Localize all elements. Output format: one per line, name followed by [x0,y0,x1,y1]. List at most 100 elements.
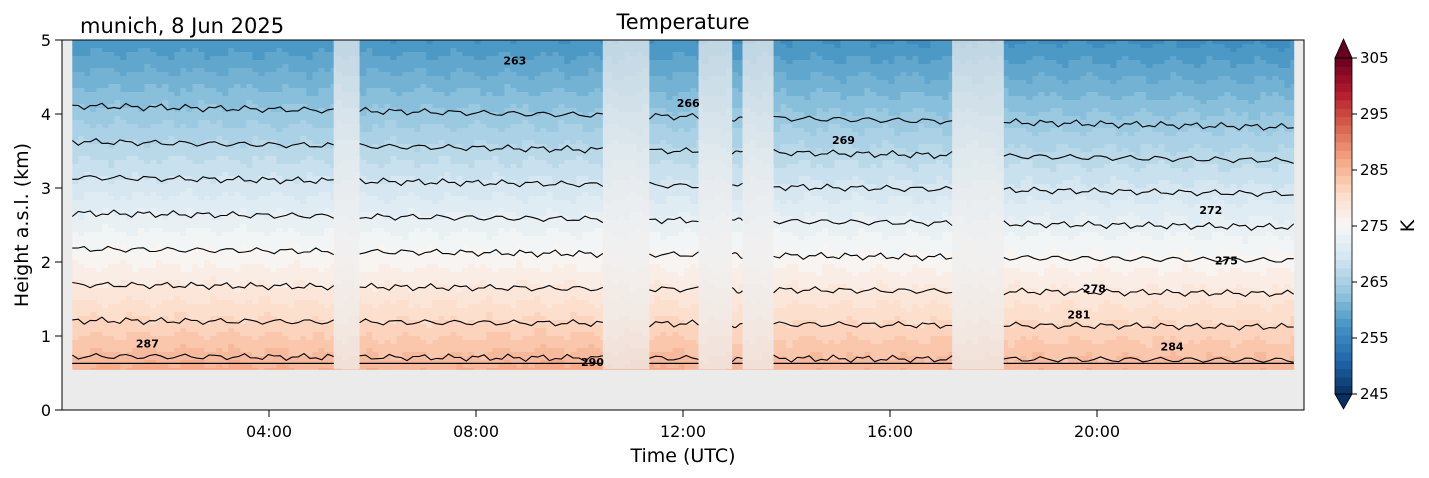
heat-cell [222,68,229,73]
heat-cell [90,64,97,69]
heat-cell [72,44,79,49]
heat-cell [300,112,307,117]
heat-cell [216,276,223,281]
heat-cell [168,216,175,221]
heat-cell [174,208,181,213]
heat-cell [276,64,283,69]
heat-cell [324,248,331,253]
heat-cell [384,116,391,121]
heat-cell [252,332,259,337]
heat-cell [78,100,85,105]
heat-cell [408,288,415,293]
heat-cell [276,164,283,169]
heat-cell [138,64,145,69]
heat-cell [300,104,307,109]
heat-cell [240,200,247,205]
heat-cell [276,136,283,141]
heat-cell [174,352,181,357]
heat-cell [138,188,145,193]
heat-cell [318,192,325,197]
heat-cell [384,276,391,281]
heat-cell [198,56,205,61]
heat-cell [240,344,247,349]
heat-cell [216,284,223,289]
heat-cell [132,228,139,233]
heat-cell [168,84,175,89]
heat-cell [174,40,181,45]
heat-cell [300,68,307,73]
heat-cell [240,124,247,129]
heat-cell [72,368,79,370]
heat-cell [282,168,289,173]
heat-cell [174,104,181,109]
heat-cell [396,60,403,65]
heat-cell [84,56,91,61]
heat-cell [114,288,121,293]
heat-cell [384,340,391,345]
heat-cell [258,324,265,329]
heat-cell [222,100,229,105]
heat-cell [138,68,145,73]
heat-cell [264,304,271,309]
heat-cell [366,268,373,273]
heat-cell [156,148,163,153]
heat-cell [288,212,295,217]
heat-cell [408,112,415,117]
heat-cell [132,348,139,353]
heat-cell [312,244,319,249]
heat-cell [108,124,115,129]
heat-cell [258,56,265,61]
heat-cell [180,84,187,89]
heat-cell [396,208,403,213]
heat-cell [96,76,103,81]
heat-cell [282,40,289,45]
heat-cell [96,368,103,370]
heat-cell [72,172,79,177]
heat-cell [360,168,367,173]
heat-cell [270,304,277,309]
heat-cell [198,368,205,370]
heat-cell [138,240,145,245]
heat-cell [204,68,211,73]
heat-cell [384,248,391,253]
heat-cell [216,60,223,65]
heat-cell [378,140,385,145]
heat-cell [372,92,379,97]
heat-cell [132,316,139,321]
heat-cell [162,200,169,205]
heat-cell [234,312,241,317]
heat-cell [126,348,133,353]
heat-cell [288,312,295,317]
heat-cell [198,128,205,133]
heat-cell [372,48,379,53]
heat-cell [162,140,169,145]
heat-cell [156,188,163,193]
heat-cell [402,64,409,69]
heat-cell [318,328,325,333]
heat-cell [414,224,421,229]
heat-cell [282,264,289,269]
heat-cell [96,284,103,289]
heat-cell [264,80,271,85]
heat-cell [162,204,169,209]
heat-cell [420,264,427,269]
heat-cell [120,112,127,117]
heat-cell [420,68,427,73]
heat-cell [138,280,145,285]
heat-cell [288,336,295,341]
heat-cell [84,52,91,57]
heat-cell [132,68,139,73]
heat-cell [180,336,187,341]
heat-cell [234,292,241,297]
heat-cell [204,148,211,153]
heat-cell [90,112,97,117]
heat-cell [402,132,409,137]
heat-cell [246,328,253,333]
heat-cell [168,100,175,105]
heat-cell [126,340,133,345]
heat-cell [306,48,313,53]
heat-cell [210,232,217,237]
heat-cell [300,284,307,289]
heat-cell [84,96,91,101]
heat-cell [78,244,85,249]
